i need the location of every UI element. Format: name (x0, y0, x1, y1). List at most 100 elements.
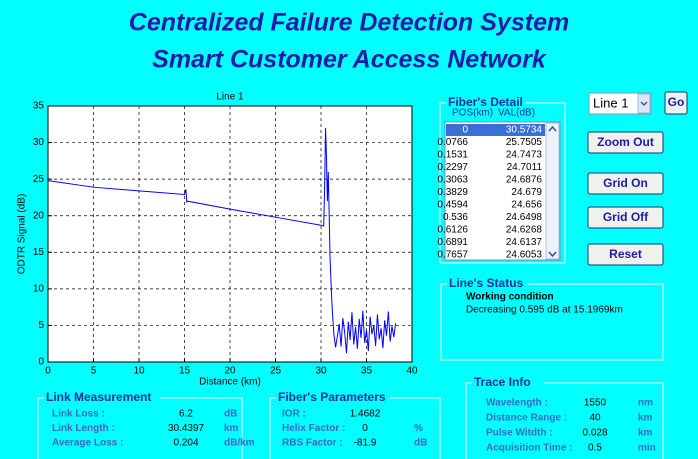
detail-list[interactable] (444, 121, 561, 261)
field-value: 1550 (584, 398, 607, 409)
group-title: Link Measurement (46, 390, 151, 404)
field-value: 0.5 (588, 443, 602, 454)
field-label: Acquisition Time : (486, 443, 573, 454)
scrollbar[interactable] (545, 122, 560, 260)
button[interactable] (587, 131, 664, 154)
chart-title: Line 1 (216, 92, 244, 103)
group-title: Trace Info (474, 375, 531, 389)
go-button[interactable] (664, 91, 688, 115)
field-unit: km (224, 423, 239, 434)
list-cell: 0.0766 (437, 137, 468, 148)
button-label: Grid Off (603, 210, 649, 224)
scroll-down[interactable] (548, 251, 557, 258)
field-value: 30.4397 (168, 423, 205, 434)
line-select[interactable] (588, 92, 652, 115)
list-cell: 24.656 (511, 200, 542, 211)
x-tick-label: 10 (133, 366, 145, 377)
column-header: POS(km) (452, 108, 493, 119)
button[interactable] (587, 243, 664, 266)
line-select-value: Line 1 (593, 95, 628, 110)
field-value: 0.028 (582, 428, 607, 439)
field-label: Link Loss : (52, 409, 105, 420)
field-value: 1.4682 (350, 409, 381, 420)
field-label: Wavelength : (486, 398, 548, 409)
list-cell: 0.1531 (437, 150, 468, 161)
list-cell: 0.3063 (437, 175, 468, 186)
button[interactable] (587, 206, 664, 229)
button-label: Reset (609, 247, 642, 261)
list-cell: 0.4594 (437, 200, 468, 211)
column-header: VAL(dB) (498, 108, 535, 119)
list-cell: 0.6126 (437, 225, 468, 236)
list-cell: 24.7473 (506, 150, 543, 161)
trace-line (47, 127, 397, 354)
group-title: Fiber's Parameters (278, 390, 386, 404)
x-tick-label: 25 (270, 366, 282, 377)
list-cell: 25.7505 (506, 137, 543, 148)
app-subtitle: Smart Customer Access Network (152, 46, 547, 74)
group-label-bg (446, 96, 526, 110)
field-unit: % (414, 423, 423, 434)
y-tick-label: 15 (33, 247, 45, 258)
field-label: Pulse Witdth : (486, 428, 553, 439)
status-condition: Working condition (466, 292, 554, 303)
x-tick-label: 40 (406, 366, 418, 377)
list-cell: 24.6053 (506, 250, 543, 261)
field-label: IOR : (282, 409, 306, 420)
x-tick-label: 20 (224, 366, 236, 377)
group-label-bg (472, 376, 544, 390)
scroll-up[interactable] (548, 125, 557, 132)
x-tick-label: 30 (315, 366, 327, 377)
group-label-bg (276, 391, 390, 405)
list-cell: 0.3829 (437, 187, 468, 198)
status-message: Decreasing 0.595 dB at 15.1969km (466, 305, 623, 316)
field-unit: dB (224, 409, 237, 420)
y-tick-label: 35 (33, 101, 45, 112)
select-arrow[interactable] (637, 93, 651, 114)
list-cell: 30.5734 (506, 125, 543, 136)
y-tick-label: 0 (38, 357, 44, 368)
selected-row (446, 124, 545, 136)
list-cell: 24.7011 (507, 162, 543, 173)
field-value: 40 (589, 413, 601, 424)
y-tick-label: 25 (33, 174, 45, 185)
field-label: Helix Factor : (282, 423, 345, 434)
group-box (465, 382, 664, 459)
field-unit: nm (638, 398, 653, 409)
list-cell: 24.6498 (506, 212, 543, 223)
button-label: Grid On (603, 176, 648, 190)
field-value: 0 (362, 423, 368, 434)
list-cell: 0 (462, 125, 468, 136)
y-tick-label: 5 (38, 320, 44, 331)
field-label: Link Length : (52, 423, 115, 434)
group-title: Line's Status (449, 276, 524, 290)
field-label: Average Loss : (52, 438, 123, 449)
app-title: Centralized Failure Detection System (129, 9, 569, 37)
list-cell: 24.679 (511, 187, 542, 198)
field-value: 0.204 (173, 438, 198, 449)
y-axis-label: ODTR Signal (dB) (17, 194, 28, 275)
group-label-bg (44, 391, 160, 405)
y-tick-label: 10 (33, 283, 45, 294)
button[interactable] (587, 172, 664, 195)
x-tick-label: 35 (361, 366, 373, 377)
field-unit: dB/km (224, 438, 255, 449)
list-cell: 24.6137 (506, 237, 543, 248)
list-cell: 0.2297 (437, 162, 468, 173)
field-unit: km (638, 428, 653, 439)
y-tick-label: 20 (33, 210, 45, 221)
plot-frame (47, 105, 413, 363)
field-value: 6.2 (179, 409, 193, 420)
list-cell: 0.6891 (437, 237, 468, 248)
button-label: Zoom Out (597, 135, 654, 149)
group-title: Fiber's Detail (448, 95, 523, 109)
x-tick-label: 5 (91, 366, 97, 377)
x-tick-label: 0 (45, 366, 51, 377)
field-unit: min (638, 443, 656, 454)
list-cell: 0.7657 (437, 250, 468, 261)
select-arrow-icon (640, 101, 648, 106)
field-unit: dB (414, 438, 427, 449)
y-tick-label: 30 (33, 137, 45, 148)
group-label-bg (447, 277, 527, 291)
